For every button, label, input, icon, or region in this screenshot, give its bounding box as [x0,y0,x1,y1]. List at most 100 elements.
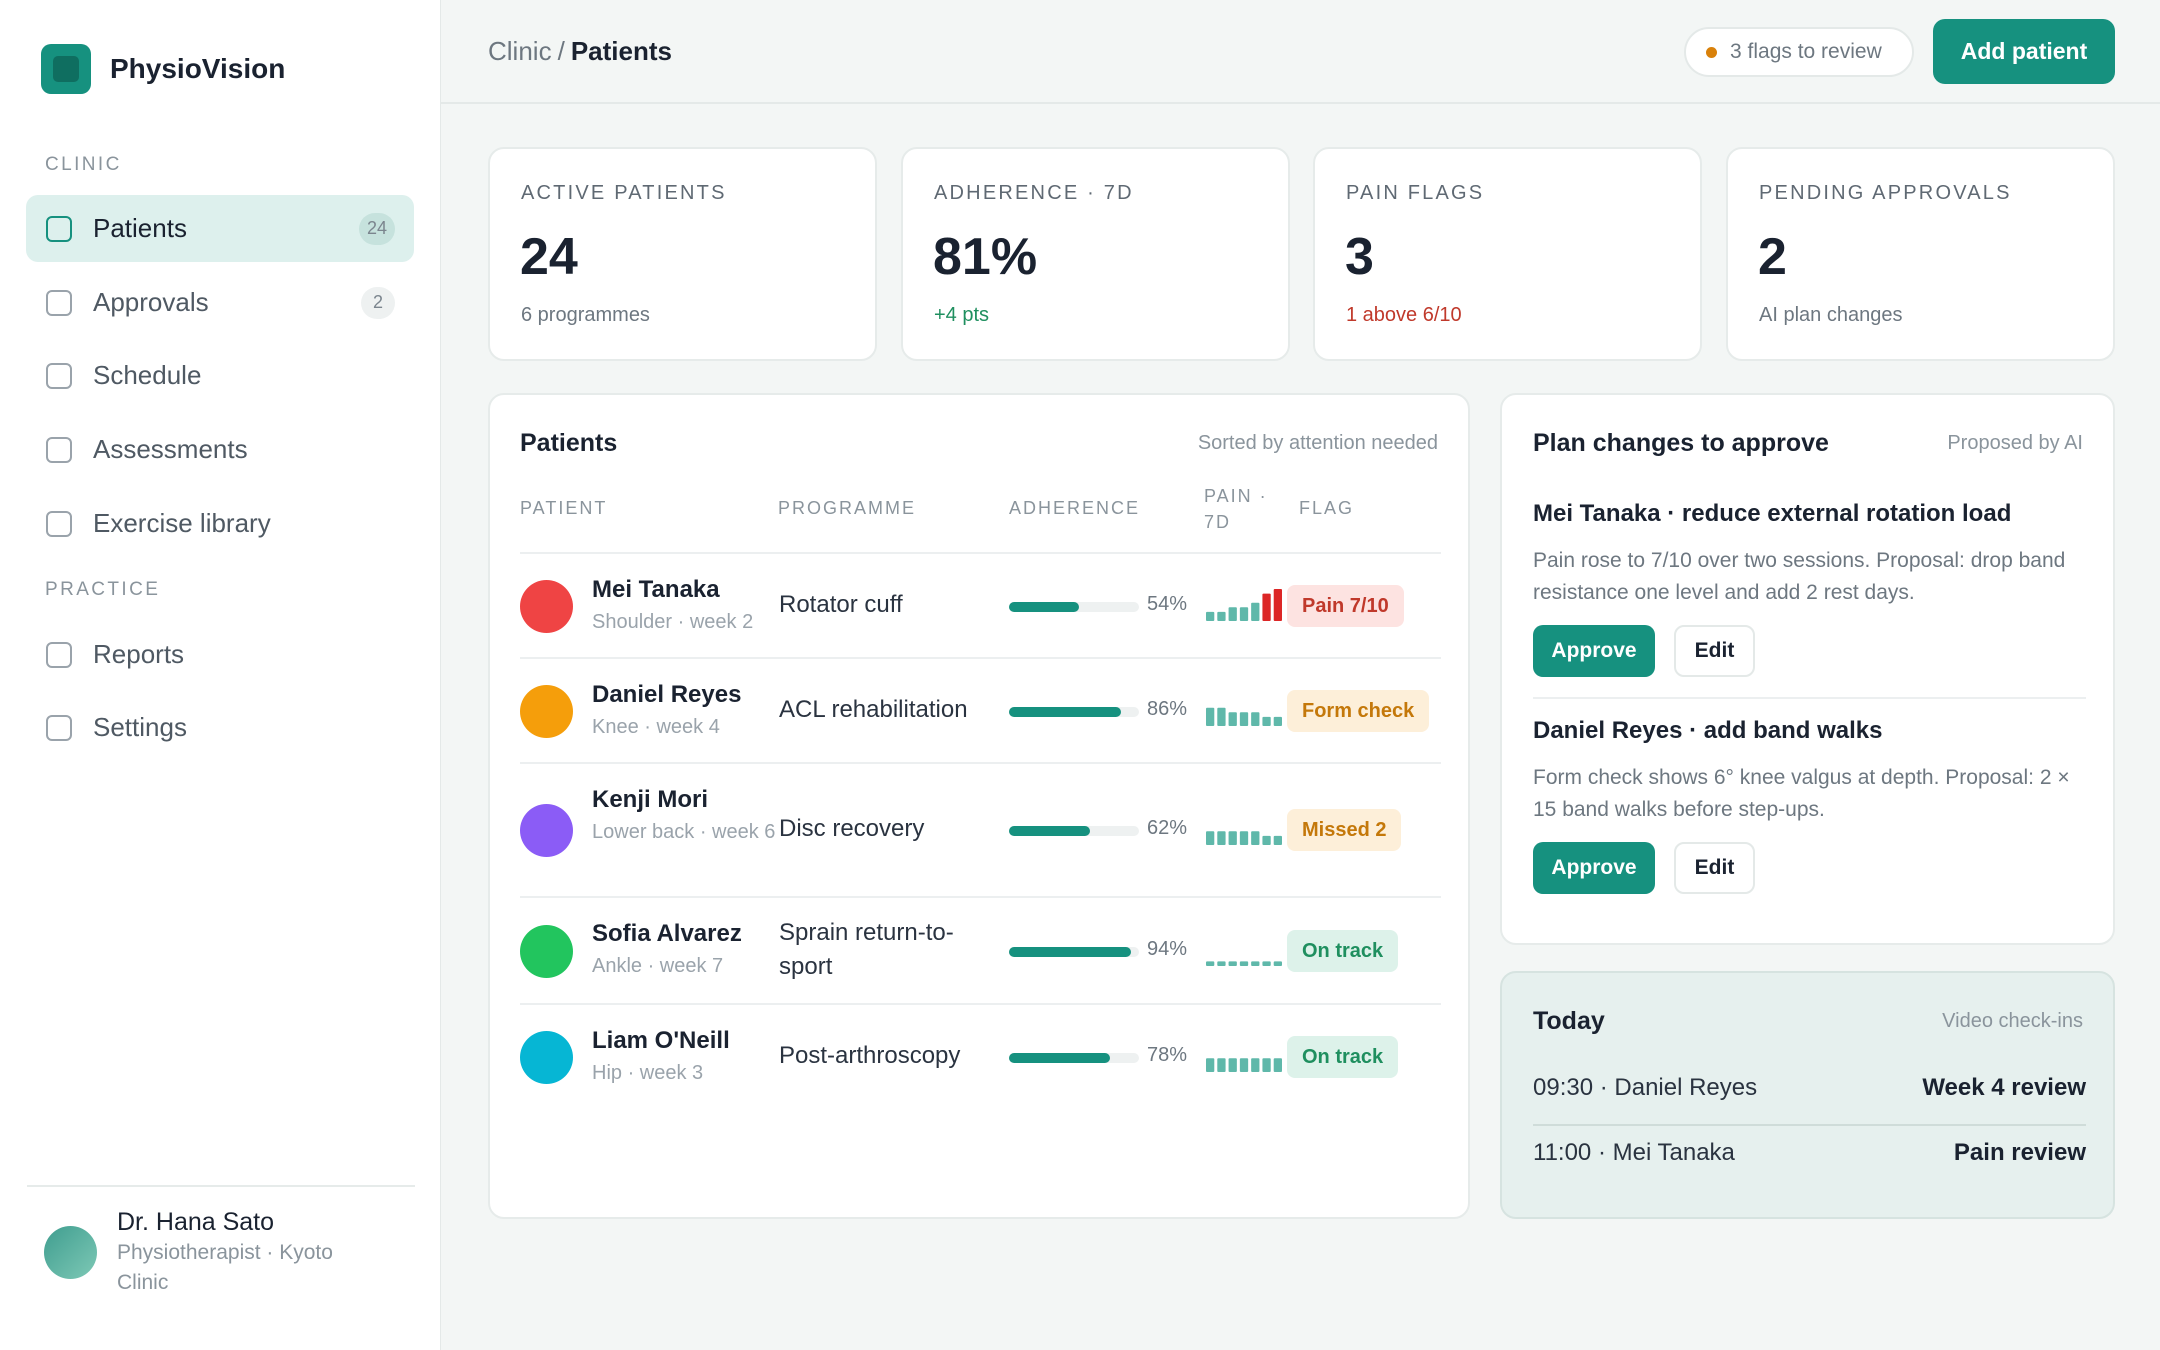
table-row[interactable]: Daniel Reyes Knee · week 4 ACL rehabilit… [520,657,1441,762]
patients-card-title: Patients [520,429,618,457]
pain-sparkline [1206,707,1282,726]
flag-badge[interactable]: Pain 7/10 [1287,585,1404,627]
table-row[interactable]: Kenji Mori Lower back · week 6 Disc reco… [520,762,1441,896]
column-header-adherence[interactable]: ADHERENCE [1009,498,1141,518]
alert-dot-icon [1706,46,1717,58]
patient-name[interactable]: Mei Tanaka [592,576,720,603]
stat-sub: AI plan changes [1759,304,1903,326]
adherence-value: 94% [1147,938,1188,960]
today-item-type: Pain review [1953,1139,2086,1166]
sidebar-item-schedule[interactable]: Schedule [26,342,414,409]
flag-badge[interactable]: Form check [1287,690,1430,732]
column-header-flag[interactable]: FLAG [1299,498,1355,518]
adherence-bar-fill [1009,602,1080,612]
avatar[interactable] [44,1226,97,1279]
sidebar-item-patients[interactable]: Patients 24 [26,195,414,262]
sidebar-item-label: Approvals [93,287,209,317]
pain-spark-bar [1239,831,1249,845]
sidebar-item-settings[interactable]: Settings [26,694,414,761]
sidebar-item-label: Reports [93,639,185,669]
checkbox-icon [46,289,72,316]
pain-spark-bar [1273,961,1282,966]
sidebar-item-assessments[interactable]: Assessments [26,416,414,483]
pain-spark-bar [1251,712,1260,726]
approve-button[interactable]: Approve [1533,625,1655,677]
patient-avatar [520,925,573,978]
column-header-programme[interactable]: PROGRAMME [778,498,917,518]
add-patient-button[interactable]: Add patient [1933,19,2115,84]
patient-sub: Shoulder · week 2 [592,611,754,633]
breadcrumb-current: Patients [570,36,672,66]
stat-card-adherence: ADHERENCE · 7D 81% +4 pts [901,147,1290,361]
sidebar-item-label: Assessments [93,434,248,464]
adherence-bar-fill [1009,947,1132,957]
checkbox-icon [46,362,72,389]
edit-button[interactable]: Edit [1674,625,1755,677]
sort-note[interactable]: Sorted by attention needed [1197,432,1438,454]
profile-name: Dr. Hana Sato [117,1208,275,1236]
stat-sub: 6 programmes [521,304,650,326]
patient-programme: Sprain return-to-sport [779,919,954,980]
stat-sub: +4 pts [934,304,990,326]
approve-button[interactable]: Approve [1533,842,1655,894]
adherence-value: 78% [1147,1044,1188,1066]
pain-spark-bar [1262,716,1271,726]
pain-spark-bar [1228,831,1237,845]
stat-value: 81% [933,228,1038,286]
table-row[interactable]: Sofia Alvarez Ankle · week 7 Sprain retu… [520,896,1441,1003]
pain-spark-bar [1251,1058,1260,1072]
edit-button[interactable]: Edit [1674,842,1755,894]
proposed-by-note: Proposed by AI [1947,432,2083,454]
column-header-pain[interactable]: PAIN · 7D [1204,486,1268,532]
pain-spark-bar [1251,602,1260,621]
stat-value: 3 [1345,228,1374,286]
table-row[interactable]: Liam O'Neill Hip · week 3 Post-arthrosco… [520,1003,1441,1108]
brand[interactable]: PhysioVision [41,44,285,94]
patient-programme: Rotator cuff [779,591,903,618]
sidebar-item-approvals[interactable]: Approvals 2 [26,269,414,336]
patient-name[interactable]: Liam O'Neill [592,1027,730,1054]
stat-card-pending-approvals: PENDING APPROVALS 2 AI plan changes [1726,147,2115,361]
flag-badge[interactable]: Missed 2 [1287,809,1402,851]
pain-sparkline [1206,831,1282,845]
breadcrumb-parent[interactable]: Clinic [488,36,552,66]
flag-badge[interactable]: On track [1287,930,1399,972]
sidebar-item-exercise-library[interactable]: Exercise library [26,490,414,557]
column-header-patient[interactable]: PATIENT [520,498,608,518]
pain-spark-bar [1251,831,1260,845]
profile-role: Physiotherapist · Kyoto Clinic [117,1241,333,1294]
stat-sub: 1 above 6/10 [1346,304,1462,326]
pain-spark-bar [1228,961,1237,966]
video-checkins-note: Video check-ins [1942,1010,2083,1032]
nav-section-clinic: CLINIC [45,154,122,175]
pain-spark-bar [1217,1058,1226,1072]
table-row[interactable]: Mei Tanaka Shoulder · week 2 Rotator cuf… [520,552,1441,657]
stat-label: ACTIVE PATIENTS [521,182,727,204]
pain-sparkline [1206,961,1282,966]
patient-name[interactable]: Daniel Reyes [592,681,742,708]
pain-spark-bar [1228,607,1237,621]
nav-section-practice: PRACTICE [45,579,161,600]
patient-name[interactable]: Sofia Alvarez [592,920,742,947]
sidebar-item-label: Patients [93,213,187,243]
breadcrumb: Clinic / Patients [488,36,672,67]
pain-spark-bar [1262,1058,1271,1072]
today-item[interactable]: 11:00 · Mei Tanaka Pain review [1533,1139,2086,1167]
patient-avatar [520,685,573,738]
checkbox-icon [46,215,72,242]
pain-spark-bar [1273,589,1282,621]
checkbox-icon [46,641,72,668]
today-divider [1533,1124,2086,1126]
patient-name[interactable]: Kenji Mori [592,786,709,813]
patient-sub: Hip · week 3 [592,1062,704,1084]
flag-badge[interactable]: On track [1287,1036,1399,1078]
flags-review-pill[interactable]: 3 flags to review [1684,27,1914,77]
sidebar-item-reports[interactable]: Reports [26,621,414,688]
checkbox-icon [46,510,72,537]
adherence-bar [1009,947,1139,957]
patient-avatar [520,580,573,633]
adherence-value: 54% [1147,593,1188,615]
pain-spark-bar [1251,961,1260,966]
today-item[interactable]: 09:30 · Daniel Reyes Week 4 review [1533,1074,2086,1102]
pain-sparkline [1206,589,1282,621]
